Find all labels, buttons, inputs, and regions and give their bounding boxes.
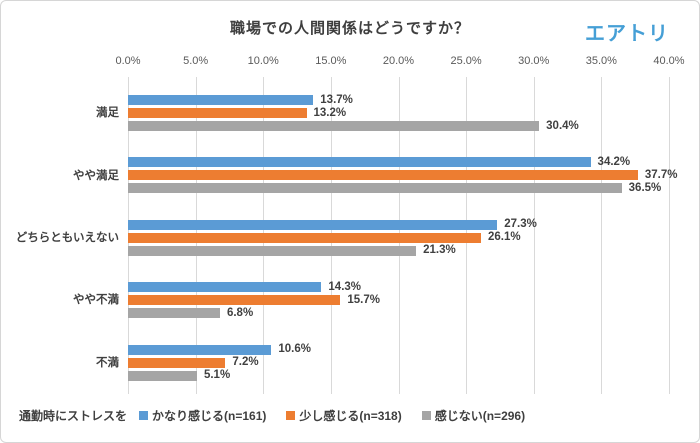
gridline [601,77,603,394]
value-label: 15.7% [347,293,380,306]
value-label: 30.4% [546,119,579,132]
bar-kanjinai [128,370,197,381]
bar-sukoshi [128,295,341,306]
value-label: 13.7% [320,93,353,106]
x-axis-tick-label: 15.0% [315,55,347,67]
x-axis-tick-label: 0.0% [115,55,141,67]
legend-item: 感じない(n=296) [421,407,526,424]
value-label: 34.2% [597,155,631,168]
bar-sukoshi [128,108,307,118]
legend: 通勤時にストレスを かなり感じる(n=161) 少し感じる(n=318) 感じない(n… [19,407,689,427]
value-label: 7.2% [232,356,259,369]
category-label: 不満 [96,356,119,369]
bar-kanari [128,157,591,168]
x-axis-tick-label: 20.0% [382,55,415,67]
bar-kanjinai [128,245,417,256]
value-label: 26.1% [488,231,521,244]
value-label: 14.3% [328,280,362,293]
x-axis-tick-label: 10.0% [247,55,279,67]
legend-swatch-icon [421,411,431,420]
category-label: どちらともいえない [15,232,119,244]
x-axis-tick-label: 25.0% [450,55,482,67]
value-label: 13.2% [313,106,347,119]
x-axis-tick-label: 5.0% [183,55,209,67]
bar-sukoshi [128,357,226,368]
plot-area: 13.7% 13.2% 30.4% 34.2% 37.7% 36.5% 27.3% 26.1%… [128,77,678,394]
bar-kanari [128,282,322,293]
airtrip-logo: エアトリ [585,23,669,45]
gridline [533,77,535,394]
value-label: 36.5% [628,181,662,194]
value-label: 5.1% [203,369,231,382]
category-label: やや満足 [73,169,119,182]
value-label: 6.8% [226,306,254,319]
bar-sukoshi [128,232,481,243]
bar-kanari [128,219,498,230]
legend-item: かなり感じる(n=161) [139,407,266,424]
category-label: やや不満 [73,294,119,307]
value-label: 27.3% [504,218,537,231]
x-axis-tick-label: 35.0% [585,55,617,67]
gridline [669,77,670,394]
legend-swatch-icon [286,411,296,420]
value-label: 10.6% [278,343,311,356]
bar-kanjinai [128,308,220,319]
category-label: 満足 [96,107,119,120]
legend-items: かなり感じる(n=161) 少し感じる(n=318) 感じない(n=296) [139,409,545,423]
legend-item-label: かなり感じる(n=161) [152,409,267,423]
x-axis-tick-label: 30.0% [518,55,550,67]
legend-item: 少し感じる(n=318) [286,407,402,424]
value-label: 37.7% [644,168,678,181]
legend-item-label: 少し感じる(n=318) [299,409,402,423]
bar-kanjinai [128,183,622,194]
chart-title: 職場での人間関係はどうですか？ [229,20,470,37]
legend-item-label: 感じない(n=296) [434,409,526,423]
bar-kanari [128,344,272,355]
bar-sukoshi [128,170,638,181]
bar-kanari [128,95,314,105]
bar-kanjinai [128,121,540,131]
legend-title: 通勤時にストレスを [19,409,128,423]
legend-swatch-icon [139,411,149,420]
x-axis-tick-label: 40.0% [653,55,685,67]
value-label: 21.3% [423,244,456,257]
